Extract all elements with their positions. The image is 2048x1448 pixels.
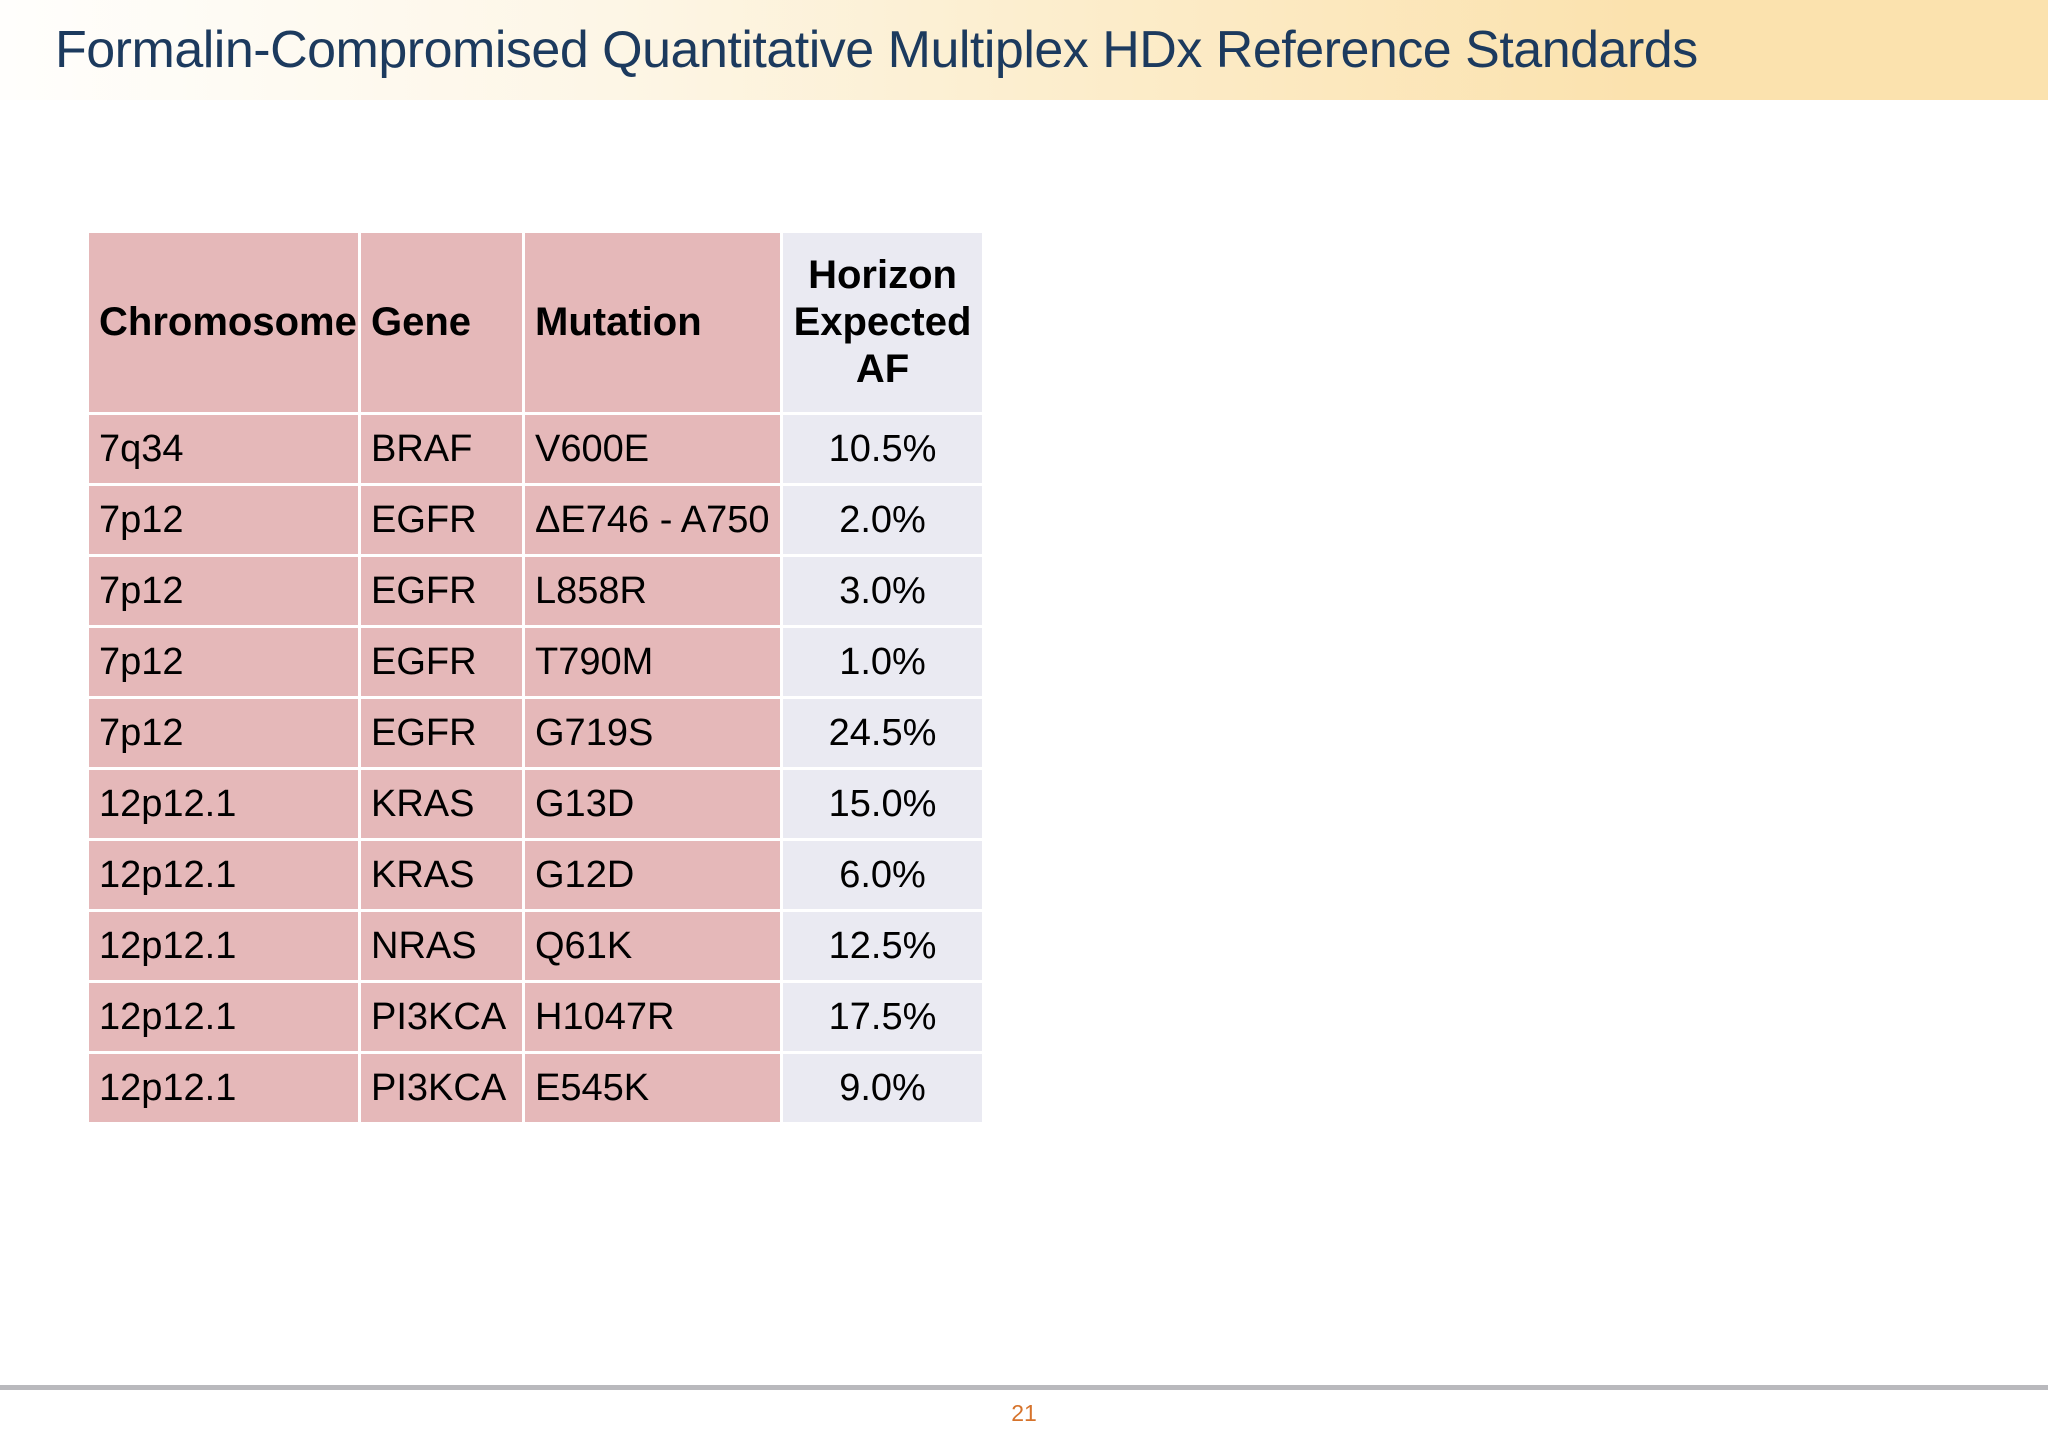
table-header-row: Chromosome Gene Mutation Horizon Expecte… (86, 230, 985, 415)
chromosome-cell: 12p12.1 (86, 909, 361, 983)
chromosome-cell: 12p12.1 (86, 1051, 361, 1125)
table-row: 7p12 EGFR L858R 3.0% (86, 554, 985, 628)
chromosome-cell: 12p12.1 (86, 838, 361, 912)
gene-cell: BRAF (358, 412, 525, 486)
af-cell: 1.0% (780, 625, 985, 699)
mutation-cell: G12D (522, 838, 783, 912)
column-header-horizon-expected-af: Horizon Expected AF (780, 230, 985, 415)
table-row: 12p12.1 PI3KCA H1047R 17.5% (86, 980, 985, 1054)
column-header-gene: Gene (358, 230, 525, 415)
chromosome-cell: 12p12.1 (86, 980, 361, 1054)
af-cell: 10.5% (780, 412, 985, 486)
title-band (0, 0, 2048, 100)
af-cell: 3.0% (780, 554, 985, 628)
af-cell: 12.5% (780, 909, 985, 983)
chromosome-cell: 7p12 (86, 483, 361, 557)
gene-cell: KRAS (358, 767, 525, 841)
mutation-cell: V600E (522, 412, 783, 486)
gene-cell: EGFR (358, 554, 525, 628)
gene-cell: PI3KCA (358, 1051, 525, 1125)
gene-cell: PI3KCA (358, 980, 525, 1054)
af-cell: 24.5% (780, 696, 985, 770)
table-body: 7q34 BRAF V600E 10.5% 7p12 EGFR ΔE746 - A750 2.… (86, 412, 985, 1125)
mutation-cell: G719S (522, 696, 783, 770)
af-cell: 6.0% (780, 838, 985, 912)
chromosome-cell: 7q34 (86, 412, 361, 486)
table-row: 7p12 EGFR T790M 1.0% (86, 625, 985, 699)
table-header: Chromosome Gene Mutation Horizon Expecte… (86, 230, 985, 415)
page-number: 21 (1011, 1400, 1037, 1426)
table-row: 7p12 EGFR G719S 24.5% (86, 696, 985, 770)
gene-cell: EGFR (358, 696, 525, 770)
mutation-cell: T790M (522, 625, 783, 699)
gene-cell: EGFR (358, 625, 525, 699)
mutation-cell: H1047R (522, 980, 783, 1054)
slide-title: Formalin-Compromised Quantitative Multip… (55, 21, 1698, 79)
gene-cell: KRAS (358, 838, 525, 912)
af-cell: 15.0% (780, 767, 985, 841)
mutation-cell: G13D (522, 767, 783, 841)
footer-divider (0, 1385, 2048, 1390)
mutation-cell: L858R (522, 554, 783, 628)
table-row: 12p12.1 KRAS G13D 15.0% (86, 767, 985, 841)
gene-cell: NRAS (358, 909, 525, 983)
gene-cell: EGFR (358, 483, 525, 557)
chromosome-cell: 7p12 (86, 554, 361, 628)
column-header-chromosome: Chromosome (86, 230, 361, 415)
mutation-cell: ΔE746 - A750 (522, 483, 783, 557)
mutation-cell: E545K (522, 1051, 783, 1125)
table-row: 12p12.1 KRAS G12D 6.0% (86, 838, 985, 912)
af-cell: 17.5% (780, 980, 985, 1054)
af-cell: 2.0% (780, 483, 985, 557)
chromosome-cell: 12p12.1 (86, 767, 361, 841)
chromosome-cell: 7p12 (86, 696, 361, 770)
reference-standards-table: Chromosome Gene Mutation Horizon Expecte… (86, 230, 985, 1125)
af-cell: 9.0% (780, 1051, 985, 1125)
chromosome-cell: 7p12 (86, 625, 361, 699)
table-row: 7p12 EGFR ΔE746 - A750 2.0% (86, 483, 985, 557)
column-header-mutation: Mutation (522, 230, 783, 415)
table-row: 7q34 BRAF V600E 10.5% (86, 412, 985, 486)
table-row: 12p12.1 PI3KCA E545K 9.0% (86, 1051, 985, 1125)
mutation-cell: Q61K (522, 909, 783, 983)
table-row: 12p12.1 NRAS Q61K 12.5% (86, 909, 985, 983)
